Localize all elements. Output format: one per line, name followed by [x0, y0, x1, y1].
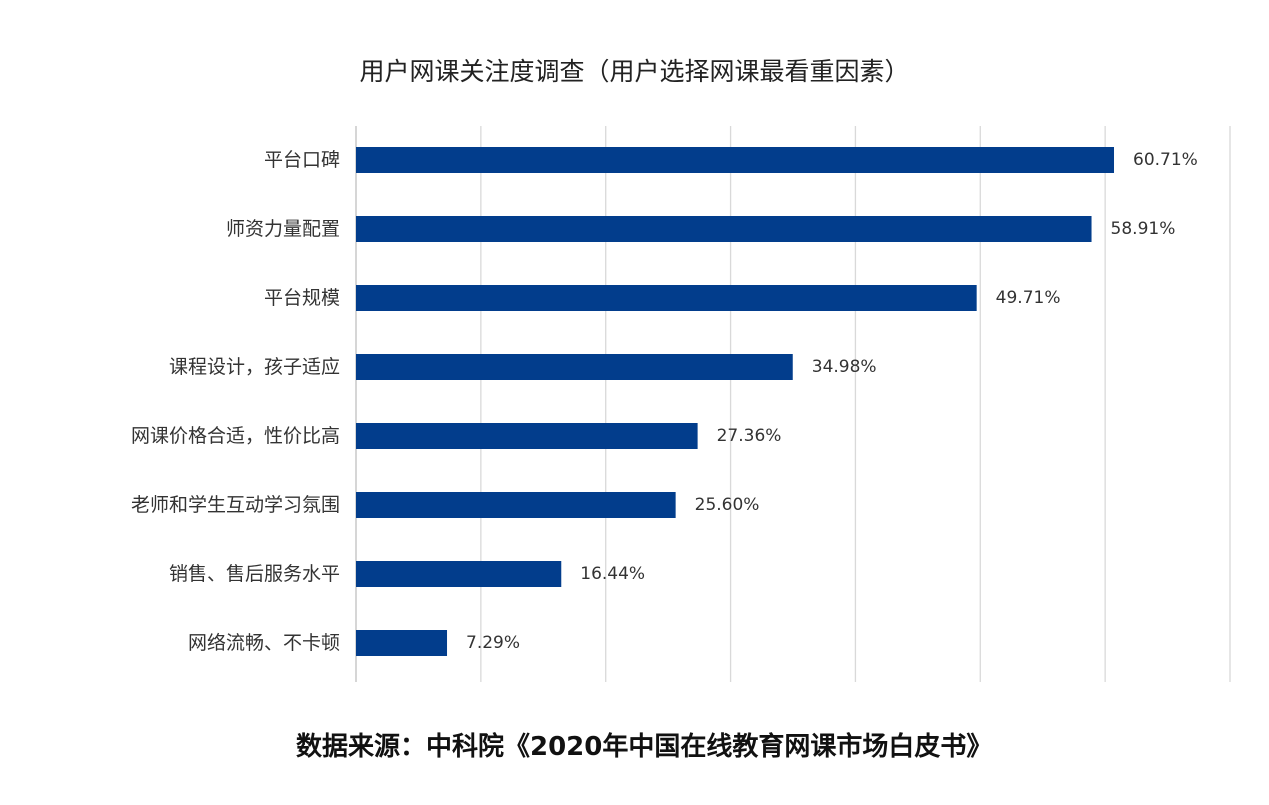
- category-label: 平台规模: [264, 287, 340, 309]
- labels: 平台口碑 60.71% 师资力量配置 58.91% 平台规模 49.71% 课程设计，孩子适…: [131, 149, 1198, 654]
- source-note: 数据来源：中科院《2020年中国在线教育网课市场白皮书》: [296, 732, 993, 762]
- gridlines: [355, 126, 1231, 682]
- data-label: 16.44%: [580, 564, 645, 584]
- data-label: 25.60%: [695, 495, 760, 515]
- bar: [356, 561, 562, 587]
- bar: [356, 216, 1092, 242]
- category-label: 师资力量配置: [226, 218, 340, 240]
- category-label: 销售、售后服务水平: [169, 563, 340, 585]
- category-label: 平台口碑: [264, 149, 340, 171]
- bars: [356, 147, 1115, 656]
- bar: [356, 285, 977, 311]
- data-label: 27.36%: [717, 426, 782, 446]
- bar: [356, 147, 1115, 173]
- data-label: 58.91%: [1111, 219, 1176, 239]
- data-label: 7.29%: [466, 633, 520, 653]
- data-label: 60.71%: [1133, 150, 1198, 170]
- category-label: 课程设计，孩子适应: [169, 356, 340, 378]
- data-label: 34.98%: [812, 357, 877, 377]
- chart-title: 用户网课关注度调查（用户选择网课最看重因素）: [359, 57, 910, 86]
- category-label: 老师和学生互动学习氛围: [131, 494, 340, 516]
- data-label: 49.71%: [996, 288, 1061, 308]
- category-label: 网络流畅、不卡顿: [188, 632, 340, 654]
- bar: [356, 492, 676, 518]
- bar: [356, 630, 448, 656]
- bar: [356, 423, 698, 449]
- category-label: 网课价格合适，性价比高: [131, 425, 340, 447]
- bar: [356, 354, 793, 380]
